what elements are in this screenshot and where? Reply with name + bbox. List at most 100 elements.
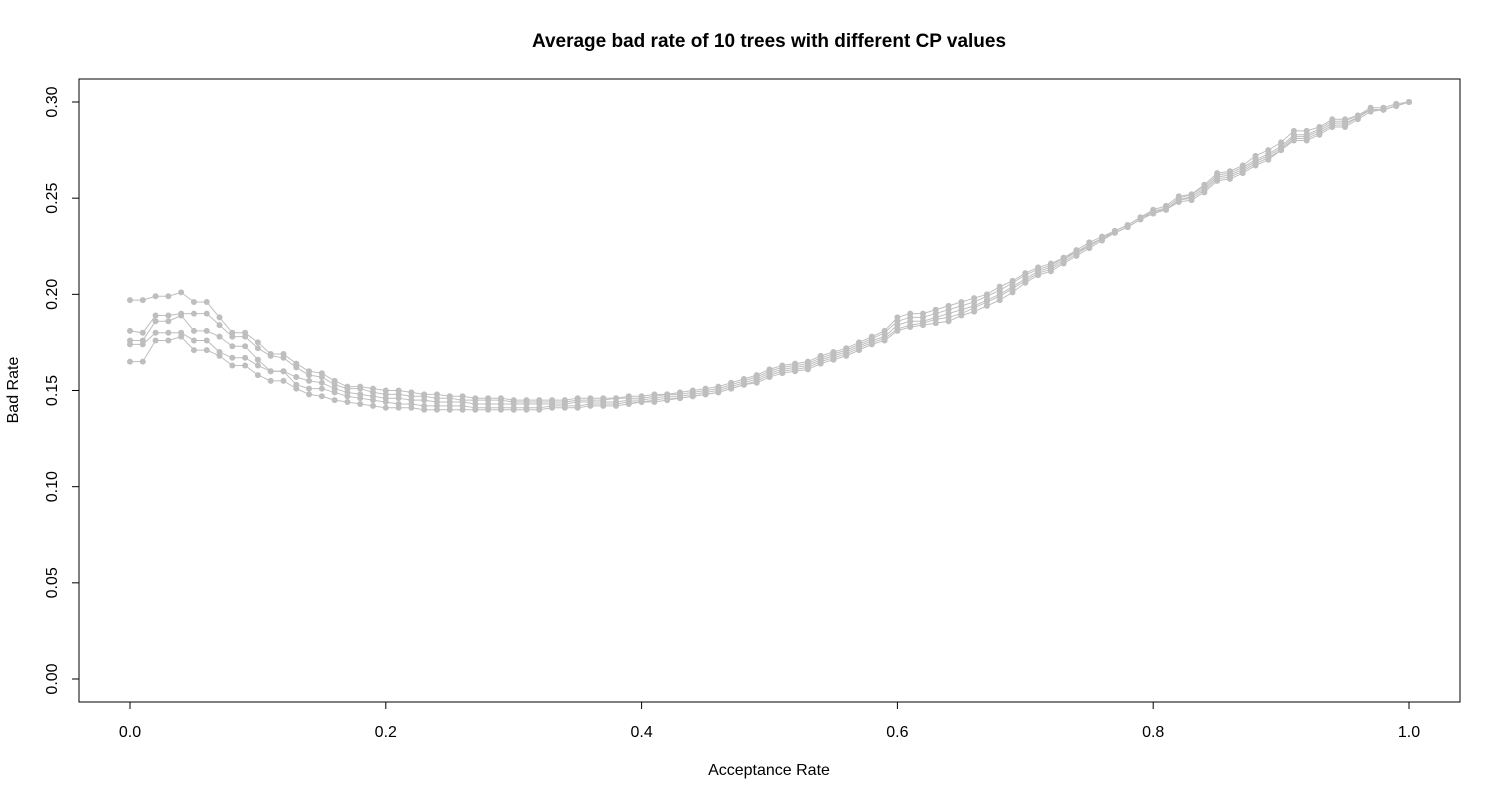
data-point <box>293 385 300 392</box>
data-point <box>165 293 172 300</box>
data-point <box>306 377 313 384</box>
series-2 <box>127 99 1412 406</box>
data-point <box>254 362 261 369</box>
data-point <box>408 404 415 411</box>
data-point <box>421 397 428 404</box>
data-point <box>190 327 197 334</box>
x-tick-label: 0.8 <box>1142 724 1164 741</box>
data-point <box>178 333 185 340</box>
data-point <box>433 406 440 413</box>
data-point <box>318 393 325 400</box>
data-point <box>203 337 210 344</box>
x-tick-label: 1.0 <box>1398 724 1420 741</box>
data-point <box>242 354 249 361</box>
x-axis-label: Acceptance Rate <box>708 762 830 779</box>
data-point <box>1201 189 1208 196</box>
data-point <box>485 406 492 413</box>
data-point <box>395 404 402 411</box>
data-point <box>907 324 914 331</box>
data-point <box>178 312 185 319</box>
data-point <box>254 339 261 346</box>
data-point <box>382 399 389 406</box>
data-point <box>280 377 287 384</box>
data-point <box>203 310 210 317</box>
data-point <box>971 308 978 315</box>
data-point <box>139 297 146 304</box>
data-point <box>1406 99 1412 105</box>
data-point <box>664 397 671 404</box>
data-point <box>1380 106 1387 113</box>
data-point <box>152 293 159 300</box>
data-point <box>306 372 313 379</box>
data-point <box>152 329 159 336</box>
data-point <box>613 402 620 409</box>
data-point <box>881 337 888 344</box>
series-1 <box>127 99 1412 404</box>
data-point <box>472 406 479 413</box>
data-point <box>638 399 645 406</box>
data-point <box>1252 162 1259 169</box>
data-point <box>216 333 223 340</box>
data-point <box>331 397 338 404</box>
data-point <box>229 354 236 361</box>
data-point <box>178 289 185 296</box>
data-point <box>1150 210 1157 217</box>
data-point <box>958 312 965 319</box>
data-point <box>152 312 159 319</box>
data-point <box>1367 108 1374 115</box>
series-5 <box>127 99 1412 413</box>
data-point <box>127 327 133 334</box>
data-point <box>127 358 133 365</box>
y-axis: 0.00 0.05 0.10 0.15 0.20 0.25 0.30 <box>44 86 80 695</box>
data-point <box>254 345 261 352</box>
data-point <box>574 404 581 411</box>
x-tick-label: 0.0 <box>119 724 141 741</box>
data-point <box>804 366 811 373</box>
data-point <box>229 343 236 350</box>
data-point <box>983 302 990 309</box>
data-point <box>740 381 747 388</box>
data-point <box>1393 102 1400 109</box>
data-point <box>651 399 658 406</box>
data-point <box>715 389 722 396</box>
data-point <box>1265 156 1272 163</box>
data-point <box>996 297 1003 304</box>
data-point <box>254 356 261 363</box>
data-point <box>344 399 351 406</box>
data-point <box>1137 216 1144 223</box>
data-point <box>139 341 146 348</box>
x-axis: 0.0 0.2 0.4 0.6 0.8 1.0 <box>119 701 1420 741</box>
data-point <box>165 329 172 336</box>
data-point <box>1035 272 1042 279</box>
data-point <box>856 347 863 354</box>
plot-frame <box>78 78 1461 703</box>
y-tick-label: 0.20 <box>44 279 61 310</box>
data-point <box>625 400 632 407</box>
data-point <box>1175 199 1182 206</box>
series-line <box>130 101 1410 409</box>
data-point <box>370 402 377 409</box>
data-point <box>753 379 760 386</box>
x-tick-label: 0.6 <box>886 724 908 741</box>
data-point <box>280 354 287 361</box>
y-tick-label: 0.25 <box>44 182 61 213</box>
data-point <box>127 341 133 348</box>
series-line <box>130 101 1410 401</box>
chart-title: Average bad rate of 10 trees with differ… <box>532 31 1006 52</box>
data-point <box>152 318 159 325</box>
data-point <box>1162 206 1169 213</box>
data-point <box>165 318 172 325</box>
data-point <box>229 362 236 369</box>
data-point <box>203 327 210 334</box>
data-point <box>1354 116 1361 123</box>
data-point <box>1342 124 1349 130</box>
data-point <box>1047 268 1054 275</box>
data-point <box>1214 177 1221 184</box>
data-point <box>242 343 249 350</box>
data-point <box>165 312 172 319</box>
series-4 <box>127 99 1412 411</box>
series-3 <box>127 99 1412 407</box>
data-point <box>357 400 364 407</box>
data-point <box>229 333 236 340</box>
